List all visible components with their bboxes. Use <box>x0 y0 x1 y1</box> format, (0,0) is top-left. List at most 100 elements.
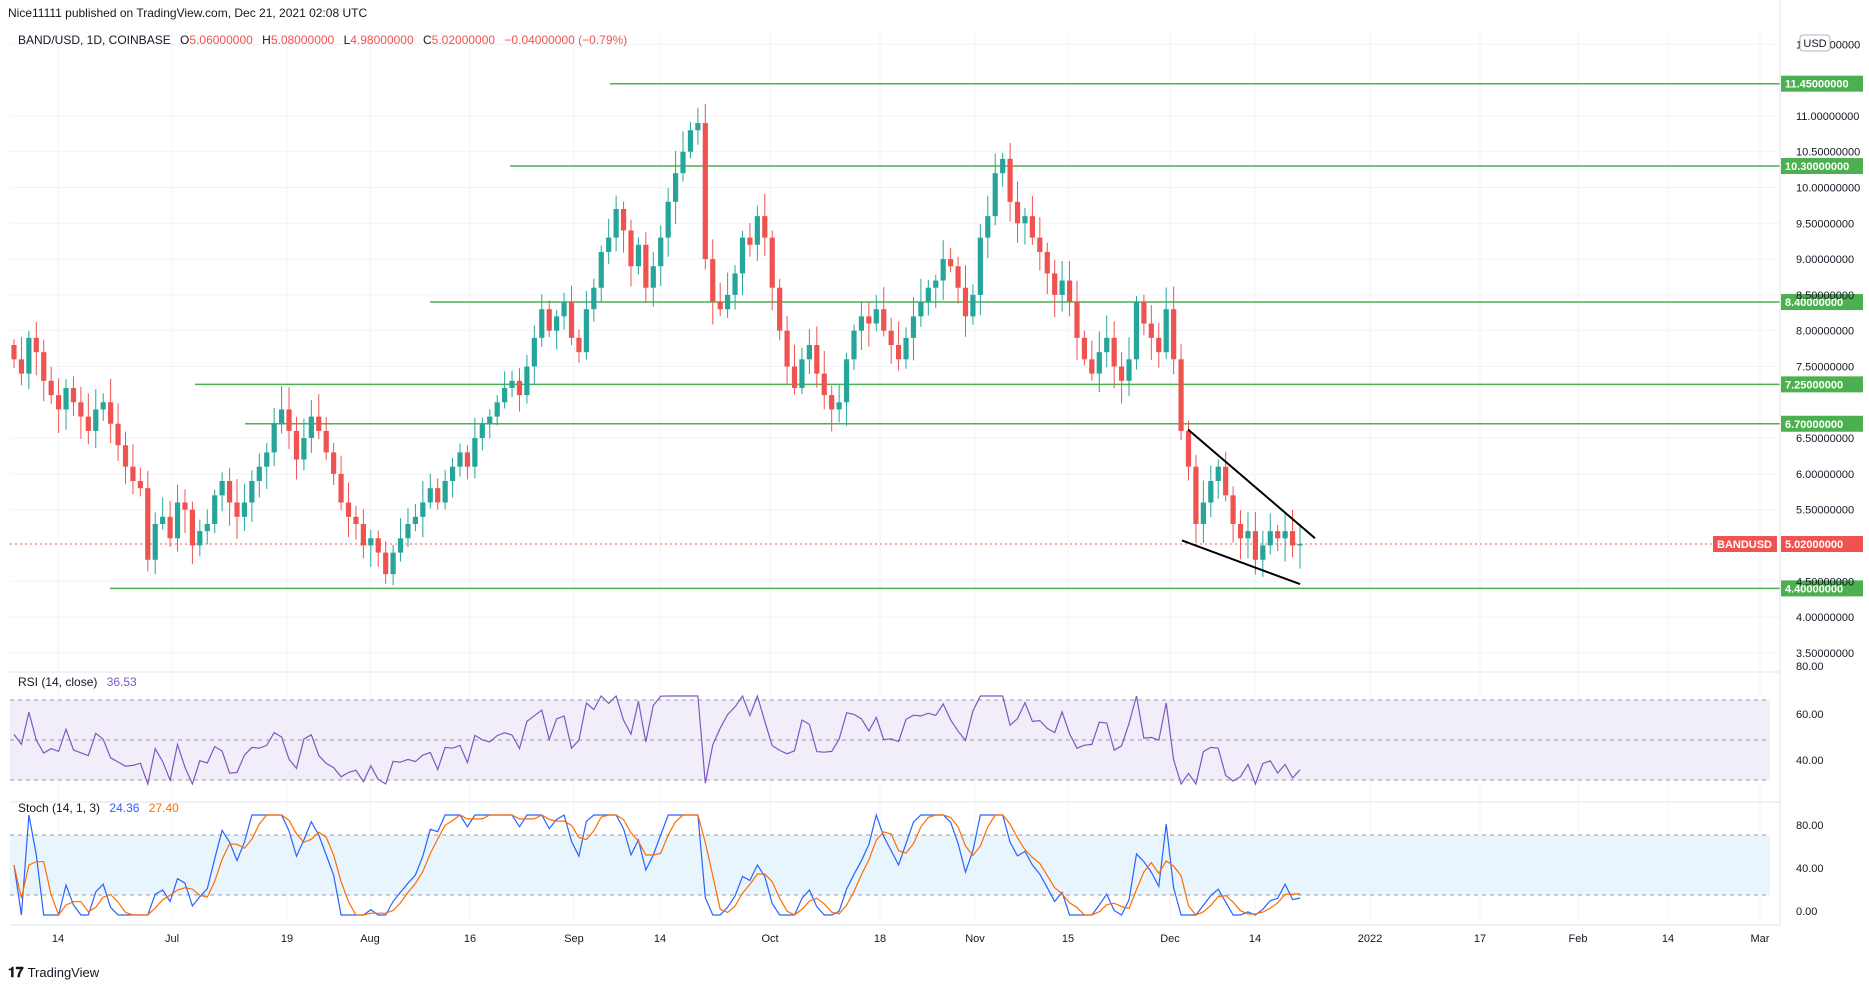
candle-body <box>197 531 203 546</box>
high-label: H <box>262 33 271 47</box>
candle-body <box>620 208 627 231</box>
candle-body <box>1081 337 1088 360</box>
low-label: L <box>344 33 351 47</box>
time-tick-label: 16 <box>464 933 476 945</box>
currency-badge[interactable] <box>1799 34 1831 52</box>
candle-body <box>940 259 946 281</box>
candle-body <box>11 345 17 360</box>
time-tick-label: 14 <box>654 933 666 945</box>
candle-body <box>1275 531 1281 539</box>
candle-body <box>895 345 902 360</box>
rsi-legend[interactable]: RSI (14, close) 36.53 <box>18 675 137 689</box>
level-price-tag <box>1781 376 1863 393</box>
level-price-tag <box>1781 294 1863 311</box>
candle-body <box>189 509 196 546</box>
candle-body <box>613 208 619 238</box>
candle-body <box>888 330 894 345</box>
grid-layer <box>10 30 1780 920</box>
last-price-symbol-tag <box>1713 536 1777 553</box>
candle-body <box>650 266 656 288</box>
level-price-label: 10.30000000 <box>1785 161 1849 173</box>
stoch-legend[interactable]: Stoch (14, 1, 3) 24.36 27.40 <box>18 801 179 815</box>
change-value: −0.04000000 (−0.79%) <box>504 33 627 47</box>
stoch-d-value: 27.40 <box>149 801 179 815</box>
rsi-axis-40: 40.00 <box>1796 755 1824 767</box>
candle-body <box>219 481 225 496</box>
candle-body <box>1260 545 1266 560</box>
wedge-trendlines <box>1181 428 1316 586</box>
candle-body <box>1163 309 1169 353</box>
level-price-label: 8.40000000 <box>1785 297 1843 309</box>
candle-body <box>204 523 210 532</box>
candle-body <box>100 402 106 410</box>
candle-body <box>502 387 508 403</box>
symbol-label[interactable]: BAND/USD, 1D, COINBASE <box>18 33 171 47</box>
candle-body <box>658 237 664 267</box>
candle-body <box>160 516 166 524</box>
published-by: Nice11111 published on TradingView.com, … <box>8 6 368 20</box>
candle-body <box>479 423 485 439</box>
candle-body <box>977 237 983 295</box>
candle-body <box>672 173 679 202</box>
candle-body <box>70 387 77 403</box>
candle-body <box>710 259 716 303</box>
candle-body <box>368 538 374 546</box>
candle-body <box>873 309 879 324</box>
price-tick-label: 9.00000000 <box>1796 254 1854 266</box>
time-tick-label: Mar <box>1751 933 1770 945</box>
candle-body <box>933 280 939 288</box>
stoch-title: Stoch (14, 1, 3) <box>18 801 100 815</box>
candle-body <box>442 481 448 503</box>
candle-body <box>992 173 998 217</box>
time-tick-label: Nov <box>965 933 985 945</box>
candle-body <box>308 416 314 439</box>
candle-body <box>234 502 240 517</box>
candle-body <box>1171 309 1177 360</box>
candle-body <box>955 266 961 288</box>
candle-body <box>48 380 54 396</box>
rsi-value: 36.53 <box>107 675 137 689</box>
candle-body <box>635 244 642 267</box>
candle-body <box>881 309 887 331</box>
candle-body <box>435 488 441 503</box>
candle-body <box>516 380 523 396</box>
time-tick-label: Oct <box>761 933 778 945</box>
price-tick-label: 4.00000000 <box>1796 612 1854 624</box>
stoch-band <box>10 835 1770 895</box>
candle-body <box>910 316 917 338</box>
candle-body <box>1074 302 1080 338</box>
candle-body <box>1237 523 1244 539</box>
candle-body <box>591 287 597 310</box>
candle-body <box>249 481 255 503</box>
time-tick-label: 14 <box>1249 933 1261 945</box>
candle-body <box>1052 273 1058 295</box>
candle-body <box>717 302 723 310</box>
candle-body <box>397 538 404 553</box>
candle-body <box>1193 466 1199 524</box>
candle-body <box>1252 531 1258 560</box>
last-price-symbol: BANDUSD <box>1717 539 1772 551</box>
candle-body <box>1059 280 1065 295</box>
candle-body <box>331 452 337 474</box>
candle-body <box>1118 366 1125 381</box>
candle-body <box>383 552 389 575</box>
candle-body <box>769 237 775 288</box>
level-price-label: 7.25000000 <box>1785 379 1843 391</box>
candle-body <box>1267 531 1273 546</box>
time-tick-label: 17 <box>1474 933 1486 945</box>
footer-brand[interactable]: 𝟏𝟕 TradingView <box>8 964 99 981</box>
stoch-d-line <box>13 814 1301 917</box>
candle-body <box>524 366 530 396</box>
candle-body <box>241 502 248 517</box>
candle-body <box>1148 323 1154 338</box>
price-tick-label: 9.50000000 <box>1796 218 1854 230</box>
stoch-pane <box>10 812 1770 917</box>
candle-body <box>78 402 84 417</box>
candle-body <box>814 345 820 374</box>
level-price-tag <box>1781 158 1863 175</box>
candle-body <box>851 330 857 360</box>
price-axis: 12.0000000011.0000000010.5000000010.0000… <box>1779 0 1860 925</box>
rsi-axis-top: 80.00 <box>1796 661 1824 673</box>
